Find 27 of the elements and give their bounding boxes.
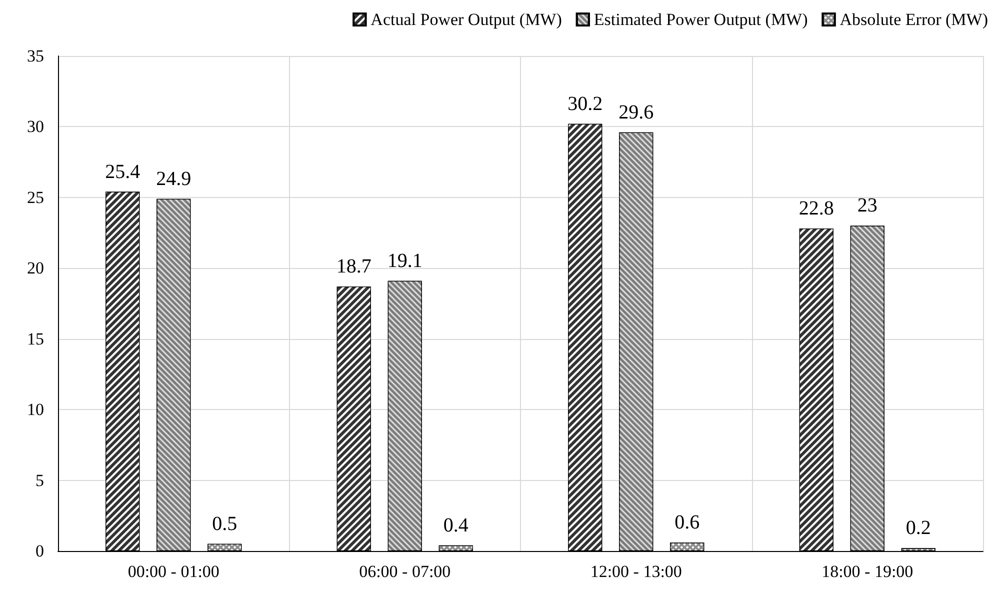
data-label: 0.2: [906, 517, 931, 540]
data-label: 25.4: [105, 160, 140, 183]
y-tick-label: 20: [27, 258, 44, 278]
data-label: 22.8: [798, 198, 834, 220]
data-label: 0.6: [674, 512, 700, 534]
legend-label: Absolute Error (MW): [840, 10, 988, 29]
x-tick-label: 18:00 - 19:00: [822, 562, 914, 581]
legend-label: Estimated Power Output (MW): [594, 10, 808, 29]
y-tick-label: 0: [36, 542, 44, 560]
legend-label: Actual Power Output (MW): [370, 10, 562, 29]
y-tick-label: 15: [27, 329, 44, 348]
y-tick-label: 35: [27, 46, 44, 66]
x-tick-label: 06:00 - 07:00: [359, 562, 451, 581]
y-tick-label: 25: [27, 188, 44, 207]
data-label: 29.6: [618, 101, 654, 124]
data-label: 30.2: [568, 92, 603, 115]
data-label: 0.4: [443, 514, 468, 536]
data-label: 19.1: [387, 250, 422, 272]
y-tick-label: 30: [27, 117, 44, 136]
data-label: 18.7: [336, 256, 372, 278]
data-label: 0.5: [212, 512, 238, 535]
data-label: 24.9: [156, 168, 192, 190]
x-tick-label: 12:00 - 13:00: [590, 562, 682, 581]
y-tick-label: 10: [27, 400, 44, 420]
data-label: 23: [857, 194, 878, 217]
x-tick-label: 00:00 - 01:00: [128, 562, 220, 581]
y-tick-label: 5: [36, 470, 44, 490]
